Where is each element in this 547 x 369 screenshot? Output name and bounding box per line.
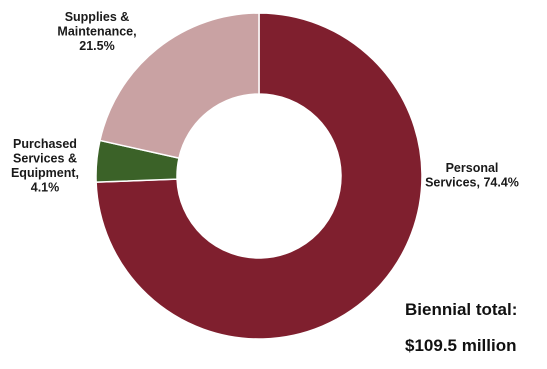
slice-label: Supplies & Maintenance, 21.5% (57, 10, 136, 53)
slice-label-line: Equipment, (11, 166, 79, 180)
biennial-total-value: $109.5 million (405, 336, 517, 355)
donut-slice (95, 12, 423, 340)
donut-slice (99, 12, 260, 160)
slice-label-line: 4.1% (31, 181, 60, 195)
slice-label-line: Maintenance, (57, 25, 136, 39)
slice-label-line: Purchased (13, 137, 77, 151)
slice-label-line: Supplies & (65, 10, 130, 24)
slice-label-line: Services & (13, 152, 77, 166)
slice-label-line: Personal (446, 161, 499, 175)
slice-label: Purchased Services & Equipment, 4.1% (11, 137, 79, 195)
slice-label: Personal Services, 74.4% (425, 161, 519, 190)
biennial-total-label: Biennial total: (405, 300, 518, 319)
slice-label-line: 21.5% (79, 39, 114, 53)
slice-label-line: Services, 74.4% (425, 176, 519, 190)
